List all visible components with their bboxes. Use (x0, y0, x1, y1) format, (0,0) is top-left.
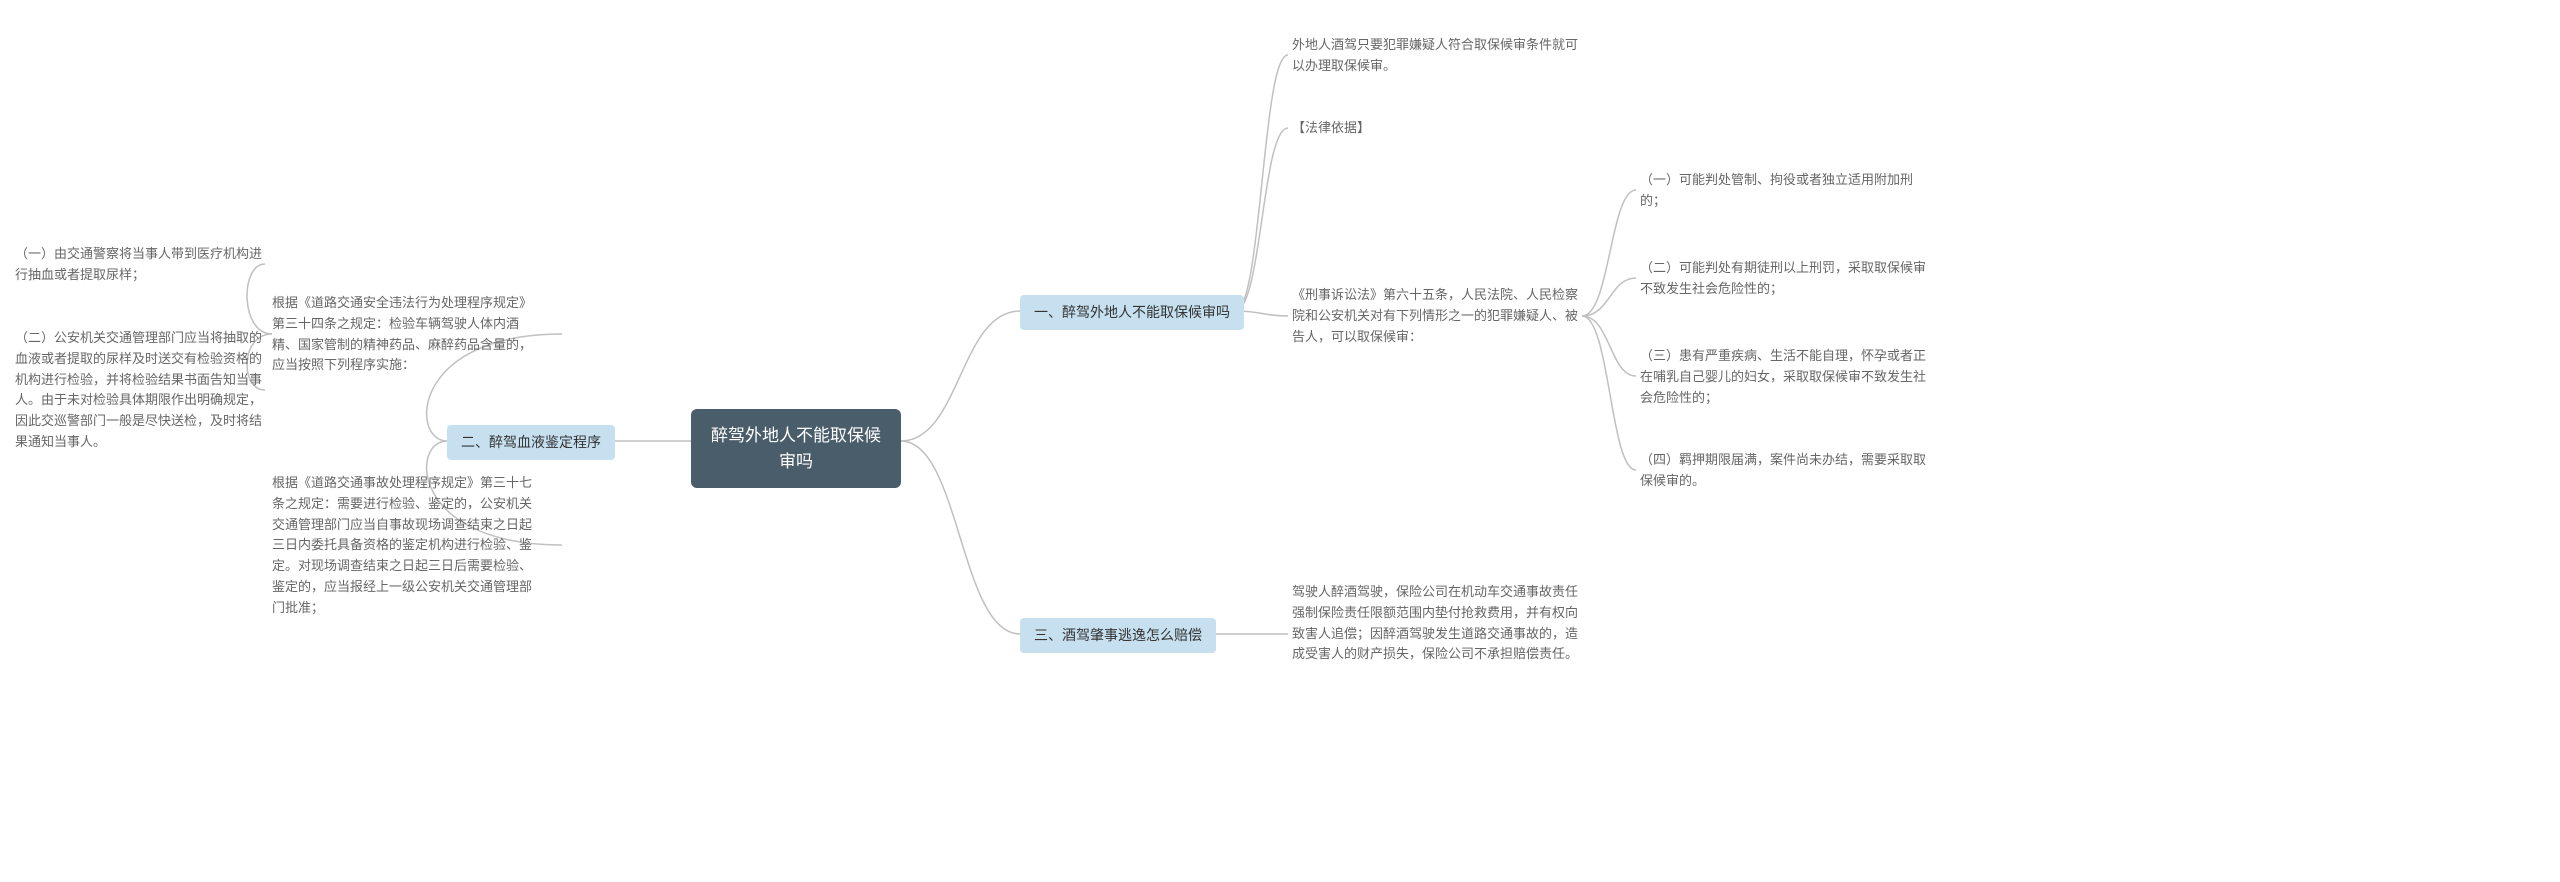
branch-2: 二、醉驾血液鉴定程序 (447, 425, 615, 460)
branch-1-leaf-1: 外地人酒驾只要犯罪嫌疑人符合取保候审条件就可以办理取保候审。 (1292, 35, 1582, 77)
root-node: 醉驾外地人不能取保候审吗 (691, 409, 901, 488)
branch-1-leaf-3: 《刑事诉讼法》第六十五条，人民法院、人民检察院和公安机关对有下列情形之一的犯罪嫌… (1292, 285, 1582, 347)
branch-2-1-leaf-1: （一）由交通警察将当事人带到医疗机构进行抽血或者提取尿样； (15, 244, 265, 286)
connector-lines (0, 0, 2560, 882)
branch-1: 一、醉驾外地人不能取保候审吗 (1020, 295, 1244, 330)
branch-1-3-leaf-3: （三）患有严重疾病、生活不能自理，怀孕或者正在哺乳自己婴儿的妇女，采取取保候审不… (1640, 346, 1930, 408)
branch-2-leaf-1: 根据《道路交通安全违法行为处理程序规定》第三十四条之规定：检验车辆驾驶人体内酒精… (272, 293, 532, 376)
branch-1-3-leaf-1: （一）可能判处管制、拘役或者独立适用附加刑的； (1640, 170, 1930, 212)
branch-3: 三、酒驾肇事逃逸怎么赔偿 (1020, 618, 1216, 653)
branch-2-1-leaf-2: （二）公安机关交通管理部门应当将抽取的血液或者提取的尿样及时送交有检验资格的机构… (15, 328, 265, 453)
branch-1-3-leaf-4: （四）羁押期限届满，案件尚未办结，需要采取取保候审的。 (1640, 450, 1930, 492)
branch-3-leaf-1: 驾驶人醉酒驾驶，保险公司在机动车交通事故责任强制保险责任限额范围内垫付抢救费用，… (1292, 582, 1582, 665)
branch-1-3-leaf-2: （二）可能判处有期徒刑以上刑罚，采取取保候审不致发生社会危险性的； (1640, 258, 1930, 300)
branch-1-leaf-2: 【法律依据】 (1292, 118, 1582, 139)
branch-2-leaf-2: 根据《道路交通事故处理程序规定》第三十七条之规定：需要进行检验、鉴定的，公安机关… (272, 473, 532, 619)
